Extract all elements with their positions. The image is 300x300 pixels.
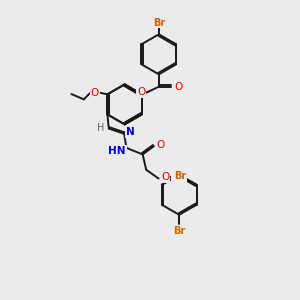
Text: Br: Br [173,226,185,236]
Text: O: O [137,87,145,97]
Text: Br: Br [153,17,165,28]
Text: O: O [91,88,99,98]
Text: H: H [97,123,104,133]
Text: O: O [156,140,164,150]
Text: Br: Br [174,172,187,182]
Text: N: N [126,127,135,137]
Text: Br: Br [172,172,184,182]
Text: O: O [174,82,182,92]
Text: HN: HN [108,146,126,156]
Text: O: O [161,172,169,182]
